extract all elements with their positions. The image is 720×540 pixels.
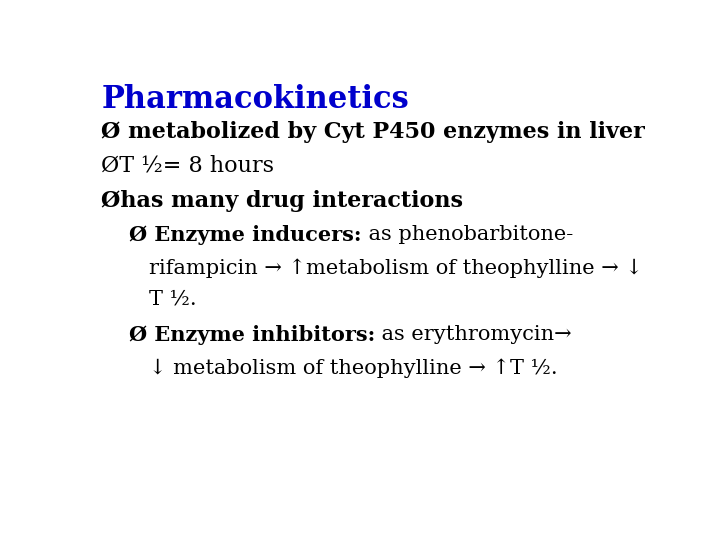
Text: Ø Enzyme inducers:: Ø Enzyme inducers: <box>129 225 361 245</box>
Text: as phenobarbitone-: as phenobarbitone- <box>361 225 573 244</box>
Text: rifampicin → ↑metabolism of theophylline → ↓: rifampicin → ↑metabolism of theophylline… <box>148 258 642 278</box>
Text: ØT ½= 8 hours: ØT ½= 8 hours <box>101 154 274 176</box>
Text: Ø metabolized by Cyt P450 enzymes in liver: Ø metabolized by Cyt P450 enzymes in liv… <box>101 121 645 143</box>
Text: Øhas many drug interactions: Øhas many drug interactions <box>101 190 463 212</box>
Text: ↓ metabolism of theophylline → ↑T ½.: ↓ metabolism of theophylline → ↑T ½. <box>148 358 557 377</box>
Text: Pharmacokinetics: Pharmacokinetics <box>101 84 409 114</box>
Text: Ø Enzyme inhibitors:: Ø Enzyme inhibitors: <box>129 325 375 345</box>
Text: as erythromycin→: as erythromycin→ <box>375 325 572 343</box>
Text: T ½.: T ½. <box>148 289 197 308</box>
